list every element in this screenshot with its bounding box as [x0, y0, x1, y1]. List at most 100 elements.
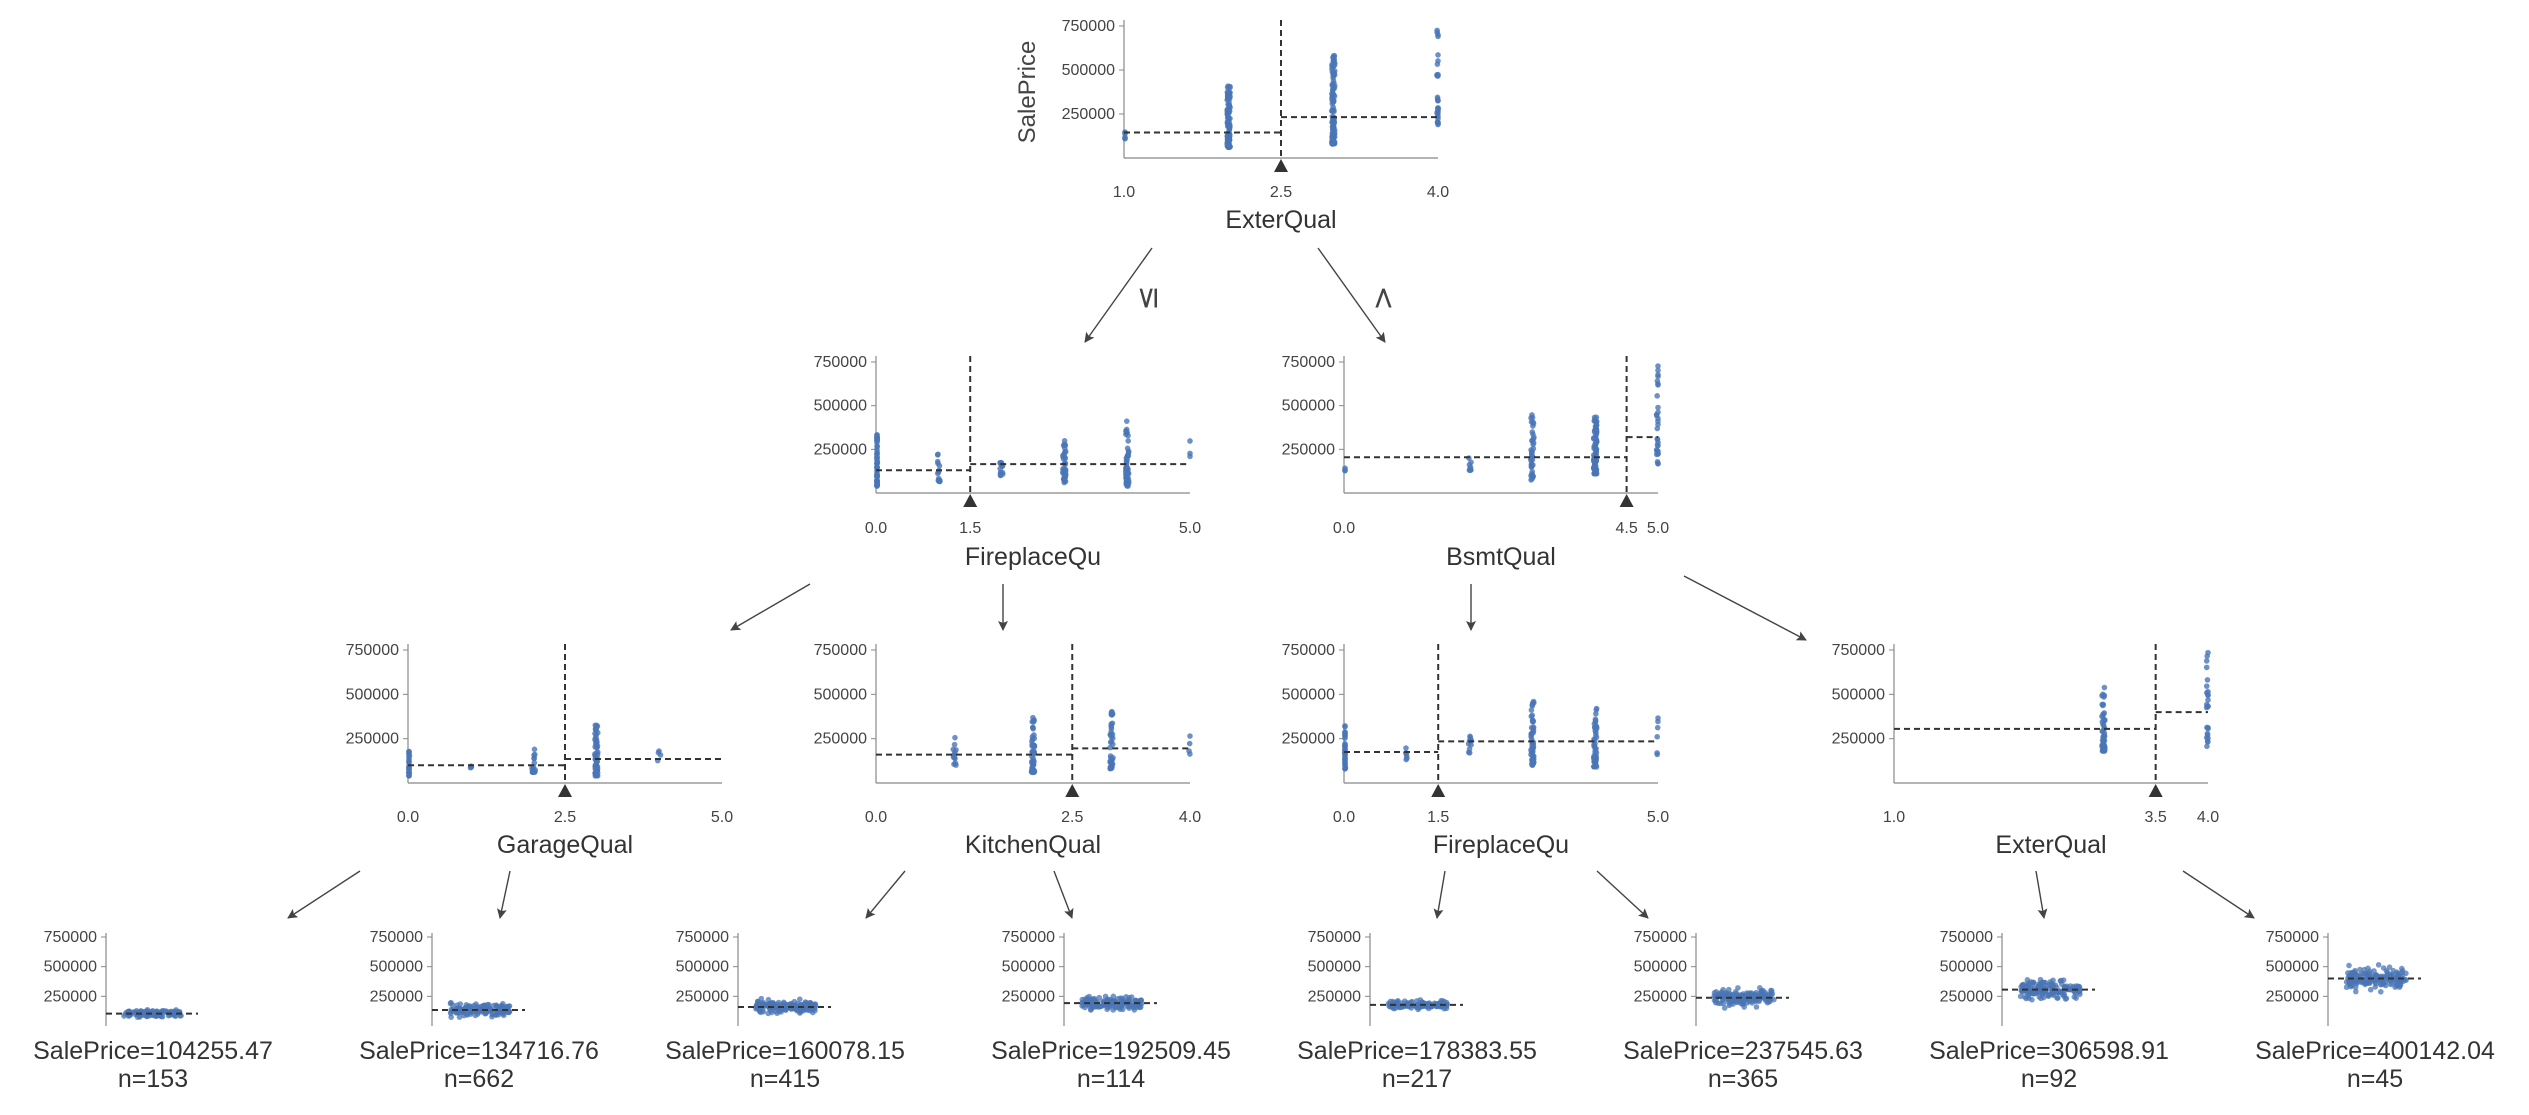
n4-data-point	[951, 755, 958, 761]
n1-data-point	[935, 475, 942, 482]
n1-feature-label: FireplaceQu	[965, 543, 1101, 571]
l4-y-tick-label: 500000	[1308, 959, 1361, 976]
l5-data-point	[1740, 1001, 1746, 1007]
n3-data-point	[594, 739, 600, 746]
n1-data-point	[1123, 475, 1129, 481]
n1-x-tick-label: 1.5	[959, 520, 981, 537]
n4-data-point	[1028, 758, 1035, 765]
n6-data-point	[2101, 732, 2108, 739]
l4-sample-count: n=217	[1382, 1065, 1452, 1093]
n5-data-point	[1342, 742, 1348, 748]
n3-data-point	[529, 764, 535, 771]
l7-y-tick-label: 500000	[2266, 959, 2319, 976]
n2-data-point	[1529, 468, 1536, 475]
n5-y-tick-label: 750000	[1282, 642, 1335, 659]
l7-data-point	[2386, 964, 2393, 970]
l3-data-point	[1079, 1003, 1085, 1009]
l5-y-tick-label: 500000	[1634, 959, 1687, 976]
n5-data-point	[1342, 723, 1348, 730]
l6-y-tick-label: 500000	[1940, 959, 1993, 976]
l5-data-point	[1717, 1000, 1724, 1007]
n5-feature-label: FireplaceQu	[1433, 831, 1569, 859]
n3-y-tick-label: 750000	[346, 642, 399, 659]
n2-data-point	[1654, 393, 1660, 399]
n5-data-point	[1593, 732, 1599, 738]
l3-prediction-label: SalePrice=192509.45	[991, 1037, 1231, 1065]
tree-edge-arrow	[1317, 247, 1386, 343]
n5-data-point	[1592, 719, 1599, 725]
n2-data-point	[1530, 420, 1537, 427]
n0-data-point	[1435, 33, 1441, 40]
n4-data-point	[1107, 744, 1113, 751]
n6-data-point	[2101, 737, 2107, 744]
n3-x-tick-label: 5.0	[711, 809, 733, 826]
l6-y-tick-label: 250000	[1940, 988, 1993, 1005]
l0-prediction-label: SalePrice=104255.47	[33, 1037, 273, 1065]
n5-y-tick-label: 500000	[1282, 686, 1335, 703]
n2-feature-label: BsmtQual	[1446, 543, 1556, 571]
l7-data-point	[2378, 988, 2384, 995]
n0-data-point	[1329, 100, 1336, 107]
n2-y-tick-label: 250000	[1282, 441, 1335, 458]
l7-data-point	[2388, 981, 2394, 988]
n2-data-point	[1593, 458, 1600, 464]
n1-y-tick-label: 250000	[814, 441, 867, 458]
n0-data-point	[1330, 121, 1337, 127]
l6-data-point	[2040, 979, 2047, 986]
n5-data-point	[1592, 749, 1598, 755]
l1-data-point	[494, 1003, 501, 1010]
n5-data-point	[1466, 746, 1473, 752]
n1-data-point	[874, 454, 880, 461]
tree-edge-arrow	[865, 870, 906, 919]
n1-data-point	[934, 458, 941, 465]
l7-data-point	[2352, 984, 2359, 991]
n5-data-point	[1590, 755, 1597, 761]
n2-x-tick-label: 4.5	[1615, 520, 1637, 537]
n6-y-tick-label: 250000	[1832, 731, 1885, 748]
n0-data-point	[1224, 111, 1231, 118]
l7-data-point	[2383, 968, 2390, 974]
l6-sample-count: n=92	[2021, 1065, 2077, 1093]
tree-edge-arrow	[2035, 870, 2048, 919]
n4-data-point	[1030, 724, 1036, 731]
l5-data-point	[1726, 1002, 1732, 1009]
l1-data-point	[484, 1001, 491, 1008]
n1-data-point	[1125, 480, 1132, 487]
l7-data-point	[2366, 979, 2373, 985]
n2-data-point	[1531, 434, 1537, 441]
l7-y-tick-label: 750000	[2266, 929, 2319, 946]
n4-data-point	[1108, 721, 1115, 727]
n4-data-point	[1187, 751, 1193, 757]
l7-data-point	[2353, 988, 2359, 995]
n2-data-point	[1530, 445, 1537, 452]
n3-x-tick-label: 2.5	[554, 809, 576, 826]
l5-data-point	[1768, 987, 1774, 994]
l1-y-tick-label: 750000	[370, 929, 423, 946]
n3-data-point	[406, 772, 412, 779]
n4-data-point	[951, 741, 958, 748]
l3-data-point	[1123, 994, 1129, 1000]
n0-y-tick-label: 250000	[1062, 106, 1115, 123]
n1-data-point	[1124, 445, 1131, 452]
n2-data-point	[1655, 415, 1661, 422]
l5-y-tick-label: 250000	[1634, 988, 1687, 1005]
n1-data-point	[1123, 418, 1130, 424]
l1-data-point	[503, 1003, 510, 1010]
tree-edge-arrow	[1596, 870, 1649, 919]
l5-data-point	[1761, 991, 1768, 998]
n5-data-point	[1591, 743, 1598, 749]
l7-data-point	[2361, 966, 2368, 973]
l5-data-point	[1725, 986, 1732, 993]
n4-data-point	[1107, 753, 1114, 759]
n0-data-point	[1225, 143, 1231, 149]
n1-data-point	[935, 451, 941, 458]
n5-y-tick-label: 250000	[1282, 731, 1335, 748]
l6-data-point	[2054, 995, 2060, 1001]
n2-y-tick-label: 500000	[1282, 398, 1335, 415]
l1-prediction-label: SalePrice=134716.76	[359, 1037, 599, 1065]
n4-data-point	[952, 734, 958, 741]
n2-data-point	[1593, 470, 1600, 477]
n1-data-point	[1062, 449, 1068, 456]
n2-data-point	[1593, 448, 1599, 455]
n5-data-point	[1403, 753, 1410, 759]
